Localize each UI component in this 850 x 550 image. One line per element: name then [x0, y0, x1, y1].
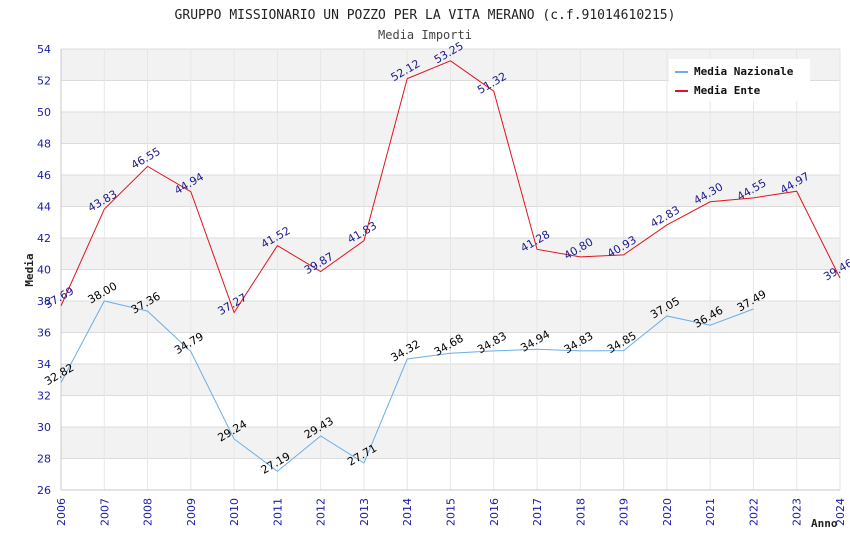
legend-label-nazionale: Media Nazionale [694, 65, 794, 78]
y-tick-label: 52 [37, 75, 51, 88]
x-tick-label: 2024 [834, 498, 847, 526]
y-tick-label: 46 [37, 169, 51, 182]
x-tick-label: 2015 [445, 498, 458, 526]
y-tick-label: 32 [37, 390, 51, 403]
y-axis-label: Media [23, 253, 36, 286]
x-tick-label: 2010 [228, 498, 241, 526]
data-label: 34.79 [172, 330, 206, 357]
x-tick-label: 2009 [185, 498, 198, 526]
x-tick-label: 2017 [531, 498, 544, 526]
data-label: 34.83 [562, 329, 596, 356]
data-label: 34.68 [432, 332, 466, 359]
x-axis-label: Anno [811, 517, 838, 530]
x-tick-label: 2006 [55, 498, 68, 526]
legend: Media Nazionale Media Ente [669, 59, 810, 101]
data-label: 34.83 [475, 329, 509, 356]
chart-subtitle: Media Importi [378, 28, 472, 42]
series-line-1 [60, 60, 841, 314]
y-tick-label: 40 [37, 264, 51, 277]
y-tick-label: 26 [37, 484, 51, 497]
x-tick-label: 2021 [704, 498, 717, 526]
y-tick-label: 38 [37, 295, 51, 308]
chart-title: GRUPPO MISSIONARIO UN POZZO PER LA VITA … [175, 8, 676, 23]
x-tick-label: 2023 [791, 498, 804, 526]
x-tick-label: 2018 [574, 498, 587, 526]
y-tick-label: 30 [37, 421, 51, 434]
x-tick-label: 2012 [315, 498, 328, 526]
y-tick-label: 36 [37, 327, 51, 340]
y-tick-label: 44 [37, 201, 51, 214]
series-lines [60, 60, 841, 472]
data-label: 34.32 [389, 337, 423, 364]
x-tick-label: 2007 [98, 498, 111, 526]
y-tick-label: 28 [37, 453, 51, 466]
y-tick-label: 48 [37, 138, 51, 151]
x-tick-label: 2022 [747, 498, 760, 526]
y-tick-label: 54 [37, 43, 51, 56]
x-tick-label: 2014 [401, 498, 414, 526]
y-tick-label: 42 [37, 232, 51, 245]
axes [60, 49, 840, 491]
x-tick-label: 2011 [271, 498, 284, 526]
x-tick-label: 2016 [488, 498, 501, 526]
x-axis-ticks: 2006 2007 2008 2009 2010 2011 2012 2013 2014 2015… [55, 498, 847, 526]
data-label: 34.85 [605, 329, 639, 356]
x-tick-label: 2008 [142, 498, 155, 526]
y-tick-label: 50 [37, 106, 51, 119]
series-line-0 [60, 300, 754, 472]
legend-box [669, 59, 810, 101]
x-tick-label: 2019 [618, 498, 631, 526]
legend-label-ente: Media Ente [694, 84, 761, 97]
x-tick-label: 2013 [358, 498, 371, 526]
y-axis-ticks: 26 28 30 32 34 36 38 40 42 44 46 48 50 52 54 [37, 43, 51, 497]
y-tick-label: 34 [37, 358, 51, 371]
x-tick-label: 2020 [661, 498, 674, 526]
